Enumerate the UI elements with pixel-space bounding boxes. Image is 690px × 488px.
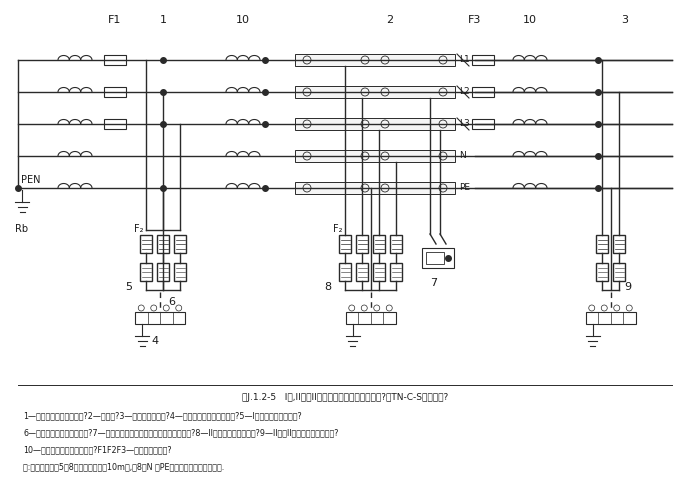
Bar bbox=[295, 118, 455, 130]
Text: L3: L3 bbox=[459, 120, 470, 128]
Bar bbox=[356, 263, 368, 281]
Bar bbox=[295, 86, 455, 98]
Bar bbox=[426, 252, 444, 264]
Text: 3: 3 bbox=[622, 15, 629, 25]
Bar bbox=[295, 150, 455, 162]
Text: 注:当电涌保护器5和8之间的距离小于10m时,在8处N 与PE之间的电涌保护器可不装.: 注:当电涌保护器5和8之间的距离小于10m时,在8处N 与PE之间的电涌保护器可… bbox=[23, 462, 224, 471]
Text: 10: 10 bbox=[236, 15, 250, 25]
Text: 9: 9 bbox=[624, 282, 631, 292]
Bar bbox=[422, 248, 454, 268]
Text: L2: L2 bbox=[459, 87, 470, 97]
Text: 10—去耦器件或配电线路长度?F1F2F3—过电流保护电器?: 10—去耦器件或配电线路长度?F1F2F3—过电流保护电器? bbox=[23, 445, 172, 454]
Bar bbox=[135, 312, 185, 324]
Text: F₂: F₂ bbox=[333, 224, 342, 234]
Bar bbox=[295, 182, 455, 194]
Bar bbox=[472, 87, 494, 97]
Bar bbox=[339, 235, 351, 253]
Text: 2: 2 bbox=[386, 15, 393, 25]
Bar bbox=[157, 263, 169, 281]
Bar bbox=[157, 235, 169, 253]
Text: PEN: PEN bbox=[21, 175, 41, 185]
Bar bbox=[596, 263, 608, 281]
Bar bbox=[339, 263, 351, 281]
Bar bbox=[390, 263, 402, 281]
Text: 5: 5 bbox=[125, 282, 132, 292]
Text: 6—电涌保护器的接地连接线?7—需要被电涌保护器保护的固定安装的设备?8—II级试验的电涌保护器?9—II级和II级试验的电涌保护器?: 6—电涌保护器的接地连接线?7—需要被电涌保护器保护的固定安装的设备?8—II级… bbox=[23, 428, 339, 437]
Bar bbox=[140, 263, 152, 281]
Text: F₂: F₂ bbox=[134, 224, 144, 234]
Bar bbox=[174, 235, 186, 253]
Bar bbox=[373, 235, 385, 253]
Bar bbox=[174, 263, 186, 281]
Bar bbox=[104, 55, 126, 65]
Text: L1: L1 bbox=[459, 56, 470, 64]
Text: 1—电气装置的电源进户处?2—配电箱?3—送出的配电线路?4—总接地端或总接地连接带?5—I级试验的电涌保护器?: 1—电气装置的电源进户处?2—配电箱?3—送出的配电线路?4—总接地端或总接地连… bbox=[23, 411, 302, 420]
Text: F1: F1 bbox=[108, 15, 121, 25]
Bar bbox=[104, 119, 126, 129]
Text: 4: 4 bbox=[151, 336, 159, 346]
Bar bbox=[140, 235, 152, 253]
Text: 7: 7 bbox=[431, 278, 437, 288]
Bar bbox=[104, 87, 126, 97]
Bar bbox=[613, 235, 625, 253]
Bar bbox=[613, 263, 625, 281]
Bar bbox=[472, 55, 494, 65]
Bar bbox=[390, 235, 402, 253]
Bar bbox=[586, 312, 635, 324]
Text: 8: 8 bbox=[324, 282, 331, 292]
Text: 10: 10 bbox=[523, 15, 537, 25]
Bar bbox=[472, 119, 494, 129]
Text: F3: F3 bbox=[469, 15, 482, 25]
Text: 图J.1.2-5   I级,II级和II级试验的电涌保护器的安装?以TN-C-S系统为例?: 图J.1.2-5 I级,II级和II级试验的电涌保护器的安装?以TN-C-S系统… bbox=[242, 393, 448, 402]
Text: 1: 1 bbox=[159, 15, 166, 25]
Bar bbox=[596, 235, 608, 253]
Text: 6: 6 bbox=[168, 297, 175, 307]
Text: N: N bbox=[459, 151, 466, 161]
Text: Rb: Rb bbox=[15, 224, 28, 234]
Bar bbox=[373, 263, 385, 281]
Bar bbox=[295, 54, 455, 66]
Bar bbox=[356, 235, 368, 253]
Text: PE: PE bbox=[459, 183, 470, 192]
Bar bbox=[346, 312, 395, 324]
